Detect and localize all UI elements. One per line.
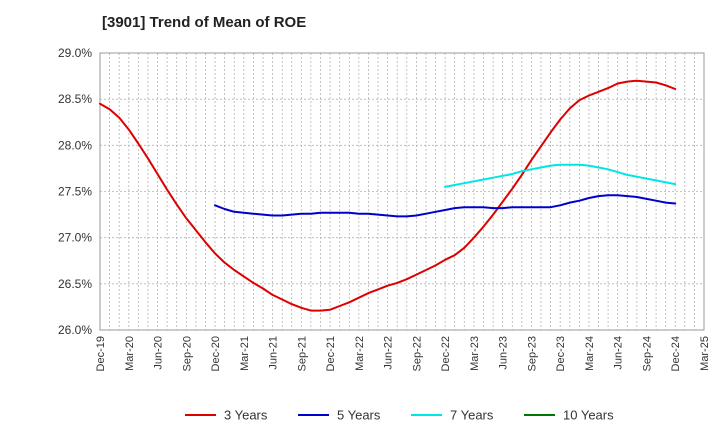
x-tick-label: Dec-23 (555, 336, 567, 371)
legend: 3 Years 5 Years 7 Years 10 Years (185, 408, 614, 423)
x-tick-label: Dec-19 (95, 336, 107, 371)
x-tick-label: Jun-23 (498, 336, 510, 370)
series-lines (99, 79, 677, 312)
legend-label-10-years: 10 Years (563, 408, 614, 423)
x-tick-label: Sep-22 (411, 336, 423, 371)
y-tick-label: 26.0% (58, 323, 92, 337)
chart-title: [3901] Trend of Mean of ROE (102, 14, 307, 31)
x-tick-label: Mar-22 (354, 336, 366, 371)
x-tick-label: Mar-21 (239, 336, 251, 371)
x-tick-label: Jun-22 (383, 336, 395, 370)
x-tick-label: Sep-24 (641, 336, 653, 371)
x-tick-label: Mar-24 (584, 336, 596, 371)
plot-border (99, 52, 705, 331)
x-tick-label: Sep-20 (181, 336, 193, 371)
x-tick-label: Dec-20 (210, 336, 222, 371)
legend-label-3-years: 3 Years (224, 408, 268, 423)
y-tick-label: 28.5% (58, 92, 92, 106)
x-tick-label: Dec-21 (325, 336, 337, 371)
series-line-7-years (444, 163, 677, 188)
x-axis: Dec-19 Mar-20 Jun-20 Sep-20 Dec-20 Mar-21 Jun-… (95, 336, 711, 371)
x-tick-label: Sep-23 (526, 336, 538, 371)
y-axis: 26.0% 26.5% 27.0% 27.5% 28.0% 28.5% 29.0% (58, 46, 92, 337)
x-tick-label: Jun-21 (268, 336, 280, 370)
y-tick-label: 28.0% (58, 138, 92, 152)
x-tick-label: Sep-21 (296, 336, 308, 371)
series-line-3-years (99, 79, 677, 312)
x-tick-label: Dec-24 (670, 336, 682, 371)
y-tick-label: 29.0% (58, 46, 92, 60)
x-tick-label: Jun-24 (613, 336, 625, 370)
x-tick-label: Jun-20 (153, 336, 165, 370)
legend-label-7-years: 7 Years (450, 408, 494, 423)
x-tick-label: Mar-23 (469, 336, 481, 371)
series-line-5-years (214, 194, 677, 218)
legend-label-5-years: 5 Years (337, 408, 381, 423)
y-tick-label: 26.5% (58, 277, 92, 291)
x-tick-label: Dec-22 (440, 336, 452, 371)
x-tick-label: Mar-20 (124, 336, 136, 371)
x-tick-label: Mar-25 (699, 336, 711, 371)
y-tick-label: 27.5% (58, 185, 92, 199)
y-tick-label: 27.0% (58, 231, 92, 245)
